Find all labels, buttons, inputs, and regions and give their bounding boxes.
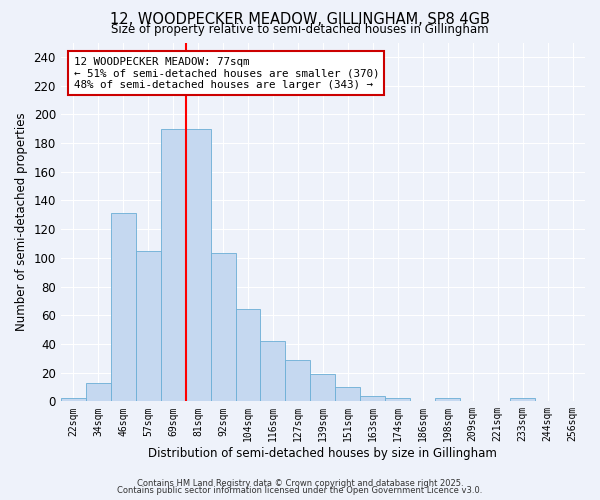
- Y-axis label: Number of semi-detached properties: Number of semi-detached properties: [15, 112, 28, 331]
- Bar: [510, 398, 535, 402]
- Bar: [136, 250, 161, 402]
- Bar: [86, 382, 111, 402]
- Bar: [211, 254, 236, 402]
- X-axis label: Distribution of semi-detached houses by size in Gillingham: Distribution of semi-detached houses by …: [148, 447, 497, 460]
- Text: Contains HM Land Registry data © Crown copyright and database right 2025.: Contains HM Land Registry data © Crown c…: [137, 478, 463, 488]
- Text: Contains public sector information licensed under the Open Government Licence v3: Contains public sector information licen…: [118, 486, 482, 495]
- Bar: [185, 128, 211, 402]
- Bar: [385, 398, 410, 402]
- Text: 12, WOODPECKER MEADOW, GILLINGHAM, SP8 4GB: 12, WOODPECKER MEADOW, GILLINGHAM, SP8 4…: [110, 12, 490, 28]
- Text: 12 WOODPECKER MEADOW: 77sqm
← 51% of semi-detached houses are smaller (370)
48% : 12 WOODPECKER MEADOW: 77sqm ← 51% of sem…: [74, 57, 379, 90]
- Bar: [335, 387, 361, 402]
- Text: Size of property relative to semi-detached houses in Gillingham: Size of property relative to semi-detach…: [111, 22, 489, 36]
- Bar: [161, 128, 185, 402]
- Bar: [236, 310, 260, 402]
- Bar: [111, 214, 136, 402]
- Bar: [361, 396, 385, 402]
- Bar: [260, 341, 286, 402]
- Bar: [310, 374, 335, 402]
- Bar: [61, 398, 86, 402]
- Bar: [286, 360, 310, 402]
- Bar: [435, 398, 460, 402]
